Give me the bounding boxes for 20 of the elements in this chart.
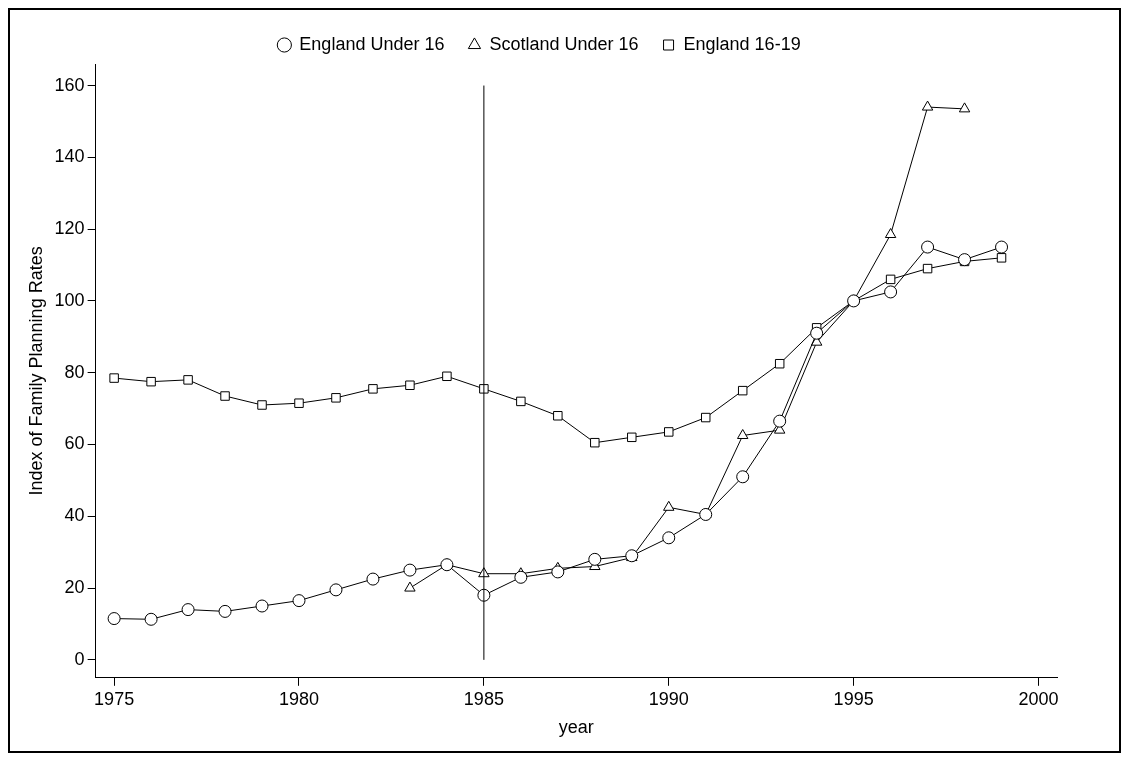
x-axis-title: year [558, 717, 594, 738]
y-tick-label: 80 [64, 361, 85, 382]
y-tick-label: 160 [54, 74, 85, 95]
y-tick-label: 40 [64, 505, 85, 526]
legend-label: England 16-19 [683, 33, 801, 54]
legend-label: England Under 16 [299, 33, 445, 54]
x-tick-label: 1995 [833, 688, 874, 709]
x-tick-label: 1980 [278, 688, 320, 709]
y-tick-label: 60 [64, 433, 85, 454]
x-tick-label: 1990 [648, 688, 689, 709]
x-tick-label: 1975 [94, 688, 135, 709]
y-tick-label: 140 [54, 146, 85, 167]
y-axis-title: Index of Family Planning Rates [25, 246, 46, 496]
y-tick-label: 120 [54, 218, 85, 239]
y-tick-label: 100 [54, 289, 85, 310]
legend-label: Scotland Under 16 [489, 33, 639, 54]
x-tick-label: 1985 [463, 688, 504, 709]
y-tick-label: 0 [74, 648, 85, 669]
y-tick-label: 20 [64, 577, 85, 598]
x-tick-label: 2000 [1018, 688, 1059, 709]
